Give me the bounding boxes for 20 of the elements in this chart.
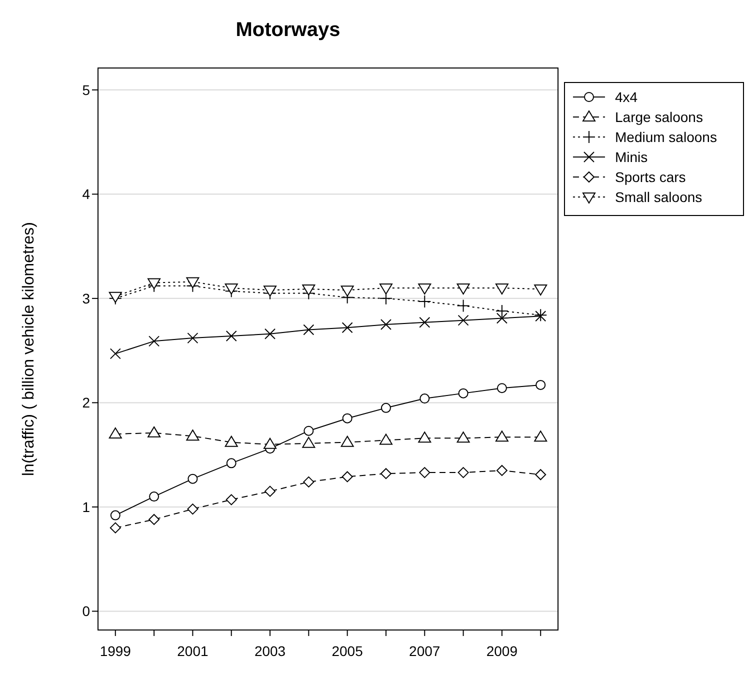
- y-tick-label: 5: [82, 82, 90, 98]
- legend-label: Small saloons: [615, 189, 702, 205]
- legend-label: 4x4: [615, 89, 638, 105]
- x-tick-label: 2003: [254, 642, 286, 659]
- y-tick-label: 3: [82, 290, 90, 306]
- y-tick-label: 2: [82, 394, 90, 411]
- y-tick-label: 4: [82, 186, 90, 202]
- legend-label: Medium saloons: [615, 129, 717, 145]
- legend-label: Minis: [615, 149, 648, 165]
- y-axis-title: ln(traffic) ( billion vehicle kilometres): [20, 222, 38, 476]
- x-tick-label: 2005: [332, 642, 364, 659]
- y-tick-label: 1: [82, 498, 90, 515]
- x-tick-label: 1999: [100, 642, 132, 659]
- chart-title: Motorways: [234, 18, 342, 43]
- y-tick-label: 0: [82, 603, 90, 620]
- legend-label: Sports cars: [615, 169, 686, 185]
- x-tick-label: 2007: [409, 642, 440, 659]
- x-tick-label: 2009: [486, 642, 518, 659]
- legend-label: Large saloons: [615, 109, 703, 125]
- x-tick-label: 2001: [177, 642, 208, 659]
